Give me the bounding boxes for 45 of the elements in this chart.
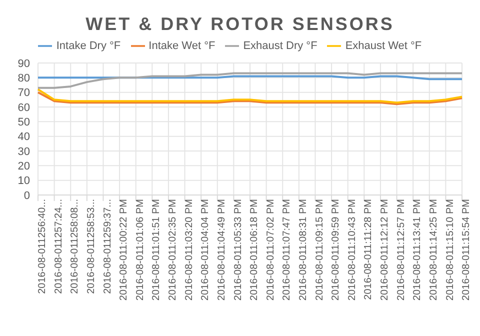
x-tick-label: 2016-08-011:03:20 PM bbox=[184, 199, 195, 301]
y-tick-label: 0 bbox=[24, 190, 30, 202]
x-tick-label: 2016-08-011:10:43 PM bbox=[346, 199, 358, 301]
x-tick-label: 2016-08-011:00:22 PM bbox=[118, 199, 130, 301]
x-tick-label: 2016-08-011258:53... bbox=[86, 199, 98, 294]
x-tick-label: 2016-08-011:07:47 PM bbox=[282, 199, 293, 301]
x-tick-label: 2016-08-011259:37... bbox=[102, 199, 114, 294]
y-tick-label: 90 bbox=[18, 58, 30, 70]
x-tick-label: 2016-08-011:13:41 PM bbox=[412, 199, 424, 301]
y-tick-label: 60 bbox=[18, 102, 30, 114]
x-tick-label: 2016-08-011:15:54 PM bbox=[461, 199, 472, 301]
x-tick-label: 2016-08-011:04:04 PM bbox=[200, 199, 212, 301]
y-tick-label: 70 bbox=[18, 87, 30, 100]
y-tick-label: 10 bbox=[18, 175, 30, 188]
x-tick-label: 2016-08-011:02:35 PM bbox=[168, 199, 179, 301]
x-tick-label: 2016-08-011:09:15 PM bbox=[314, 199, 326, 301]
x-tick-label: 2016-08-011:01:51 PM bbox=[151, 199, 162, 301]
x-tick-label: 2016-08-011:11:28 PM bbox=[363, 199, 374, 300]
x-tick-label: 2016-08-011:06:18 PM bbox=[249, 199, 260, 301]
legend-label: Exhaust Wet °F bbox=[345, 40, 422, 52]
x-tick-label: 2016-08-011:12:57 PM bbox=[396, 199, 407, 301]
x-tick-label: 2016-08-011:08:31 PM bbox=[298, 199, 310, 301]
x-tick-label: 2016-08-011:12:12 PM bbox=[380, 199, 391, 301]
legend-label: Intake Dry °F bbox=[56, 40, 121, 52]
y-tick-label: 30 bbox=[18, 146, 30, 158]
x-tick-label: 2016-08-011:07:02 PM bbox=[265, 199, 276, 301]
line-series bbox=[37, 91, 463, 106]
x-tick-label: 2016-08-011257:24... bbox=[53, 199, 64, 294]
legend-label: Exhaust Dry °F bbox=[243, 40, 318, 52]
y-tick-label: 40 bbox=[18, 131, 30, 144]
x-tick-label: 2016-08-011:14:25 PM bbox=[428, 199, 440, 301]
line-series bbox=[37, 72, 463, 89]
x-tick-label: 2016-08-011:04:49 PM bbox=[216, 199, 228, 301]
x-tick-label: 2016-08-011:09:59 PM bbox=[330, 199, 342, 301]
x-tick-label: 2016-08-011:01:06 PM bbox=[134, 199, 146, 301]
legend-label: Intake Wet °F bbox=[148, 40, 216, 52]
line-series bbox=[37, 88, 463, 104]
chart-title: WET & DRY ROTOR SENSORS bbox=[84, 13, 396, 35]
y-tick-label: 80 bbox=[18, 72, 30, 85]
x-tick-label: 2016-08-011:15:10 PM bbox=[444, 199, 456, 301]
x-tick-label: 2016-08-011256:40... bbox=[37, 199, 48, 294]
x-tick-label: 2016-08-011:05:33 PM bbox=[232, 199, 244, 301]
x-tick-label: 2016-08-011258:08... bbox=[70, 199, 81, 294]
y-tick-label: 20 bbox=[18, 160, 30, 173]
y-tick-label: 50 bbox=[18, 116, 30, 129]
